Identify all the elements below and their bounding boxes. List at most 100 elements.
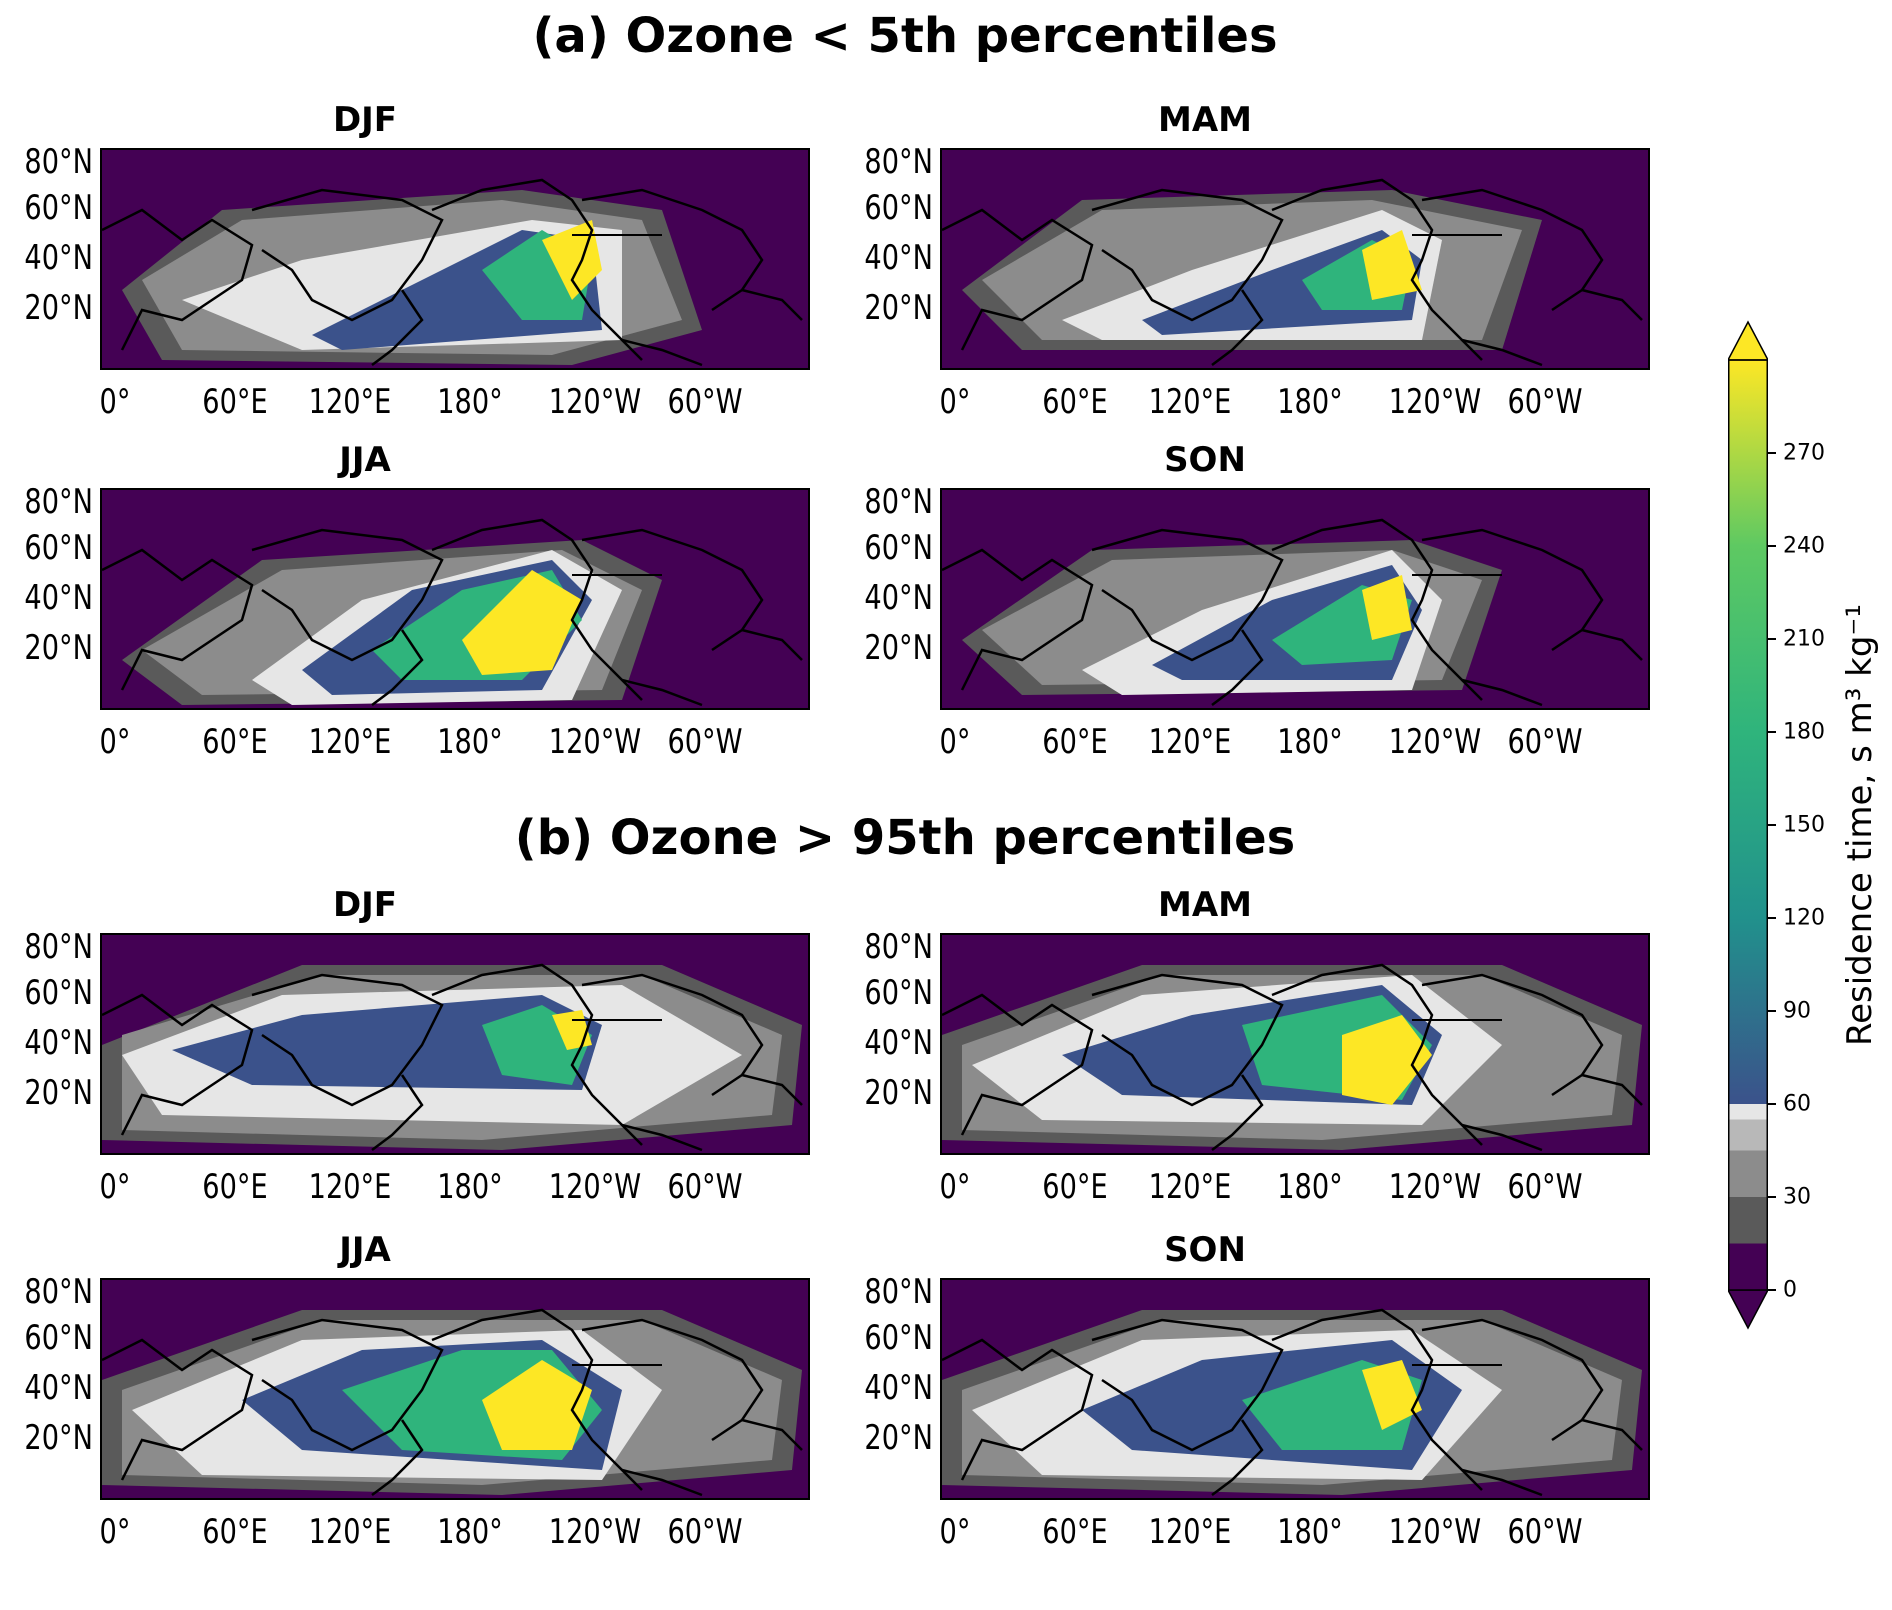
colorbar-tick-label: 180: [1783, 719, 1825, 745]
lon-tick-label: 120°W: [1388, 1167, 1482, 1207]
coastline: [431, 178, 643, 361]
lon-tick-label: 180°: [1277, 1167, 1343, 1207]
lat-tick-label: 80°N: [864, 142, 933, 182]
contour-60: [172, 995, 602, 1090]
lon-tick-label: 60°W: [1507, 722, 1583, 762]
lat-tick-label: 40°N: [864, 1368, 933, 1408]
lon-tick-label: 120°W: [548, 1167, 642, 1207]
coastline: [1091, 973, 1284, 1107]
colorbar-gradient: [1728, 360, 1768, 1104]
lon-tick-label: 60°W: [667, 1512, 743, 1552]
lon-tick-label: 120°W: [1388, 722, 1482, 762]
panel-title: JJA: [339, 440, 391, 480]
lon-tick-label: 0°: [99, 382, 131, 422]
lat-tick-label: 40°N: [24, 1023, 93, 1063]
map-panel-a-djf: DJF 80°N 60°N 40°N 20°N 0° 60°E 120°E 180° 120°W 6…: [5, 100, 825, 480]
lon-tick-label: 120°E: [308, 722, 392, 762]
coastline: [1211, 1074, 1264, 1151]
lon-tick-label: 180°: [1277, 1512, 1343, 1552]
coastline: [251, 1318, 444, 1452]
map-frame: [100, 1278, 810, 1500]
colorbar-tick: [1768, 1010, 1776, 1012]
lat-tick-label: 40°N: [864, 1023, 933, 1063]
coastline: [251, 188, 444, 322]
lon-tick-label: 120°W: [1388, 1512, 1482, 1552]
lat-tick-label: 20°N: [864, 628, 933, 668]
coastline: [1461, 1123, 1543, 1152]
colorbar-extend-max: [1726, 320, 1770, 361]
lon-tick-label: 120°E: [1148, 382, 1232, 422]
map-svg: [942, 1280, 1648, 1498]
colorbar-tick: [1768, 545, 1776, 547]
section-a-title: (a) Ozone < 5th percentiles: [532, 8, 1278, 64]
contour-270: [1362, 230, 1422, 300]
lat-tick-label: 80°N: [24, 927, 93, 967]
lon-tick-label: 0°: [939, 722, 971, 762]
lon-tick-label: 120°E: [1148, 1167, 1232, 1207]
map-svg: [102, 150, 808, 368]
lon-tick-label: 120°E: [308, 1167, 392, 1207]
lon-tick-label: 60°E: [1042, 1512, 1108, 1552]
coastline: [1271, 178, 1483, 361]
lon-tick-label: 180°: [1277, 382, 1343, 422]
lon-tick-label: 180°: [437, 722, 503, 762]
colorbar-band: [1728, 1197, 1768, 1244]
lat-tick-label: 60°N: [864, 973, 933, 1013]
map-svg: [102, 935, 808, 1153]
lat-tick-label: 20°N: [864, 1073, 933, 1113]
lat-tick-label: 60°N: [24, 973, 93, 1013]
contour-270: [1362, 1360, 1422, 1430]
lon-tick-label: 60°E: [1042, 722, 1108, 762]
section-b-title: (b) Ozone > 95th percentiles: [514, 810, 1296, 866]
lat-tick-label: 40°N: [24, 238, 93, 278]
lon-tick-label: 120°E: [308, 1512, 392, 1552]
coastline: [102, 993, 254, 1136]
contour-270: [1342, 1015, 1432, 1105]
coastline: [1581, 288, 1643, 321]
colorbar-tick-label: 60: [1783, 1091, 1811, 1117]
map-panel-a-jja: JJA 80°N 60°N 40°N 20°N 0° 60°E 120°E 180° 120°W 6…: [5, 440, 825, 820]
colorbar-band: [1728, 1119, 1768, 1151]
lon-tick-label: 60°W: [1507, 1167, 1583, 1207]
colorbar-tick: [1768, 638, 1776, 640]
map-panel-b-son: SON 80°N 60°N 40°N 20°N 0° 60°E 120°E 180° 120°W 6…: [845, 1230, 1665, 1610]
lat-tick-label: 20°N: [24, 1418, 93, 1458]
coastline: [942, 208, 1094, 351]
lon-tick-label: 120°W: [548, 722, 642, 762]
coastline: [371, 289, 424, 366]
panel-title: MAM: [1158, 885, 1252, 925]
lon-tick-label: 120°E: [1148, 722, 1232, 762]
coastline: [102, 1338, 254, 1481]
coastline: [1461, 1468, 1543, 1497]
coastline: [431, 963, 643, 1146]
lat-tick-label: 20°N: [24, 288, 93, 328]
lat-tick-label: 60°N: [864, 188, 933, 228]
lat-tick-label: 20°N: [24, 1073, 93, 1113]
lon-tick-label: 0°: [939, 1167, 971, 1207]
map-frame: [940, 933, 1650, 1155]
map-frame: [940, 1278, 1650, 1500]
map-svg: [102, 1280, 808, 1498]
coastline: [621, 678, 703, 707]
lon-tick-label: 0°: [99, 1167, 131, 1207]
colorbar-tick: [1768, 1103, 1776, 1105]
map-panel-a-mam: MAM 80°N 60°N 40°N 20°N 0° 60°E 120°E 180° 120°W 6…: [845, 100, 1665, 480]
map-frame: [100, 488, 810, 710]
panel-title: JJA: [339, 1230, 391, 1270]
colorbar-tick-label: 150: [1783, 812, 1825, 838]
colorbar-band: [1728, 1104, 1768, 1120]
map-svg: [942, 935, 1648, 1153]
colorbar-tick-label: 90: [1783, 998, 1811, 1024]
coastline: [621, 1123, 703, 1152]
coastline: [1581, 1073, 1643, 1106]
map-frame: [940, 148, 1650, 370]
lat-tick-label: 60°N: [24, 188, 93, 228]
contour-270: [482, 1360, 592, 1450]
contour-270: [462, 570, 582, 675]
colorbar-extend-min: [1726, 1289, 1770, 1330]
lon-tick-label: 120°W: [548, 382, 642, 422]
coastline: [371, 1419, 424, 1496]
lon-tick-label: 60°W: [1507, 382, 1583, 422]
lat-tick-label: 40°N: [24, 578, 93, 618]
colorbar-tick: [1768, 452, 1776, 454]
